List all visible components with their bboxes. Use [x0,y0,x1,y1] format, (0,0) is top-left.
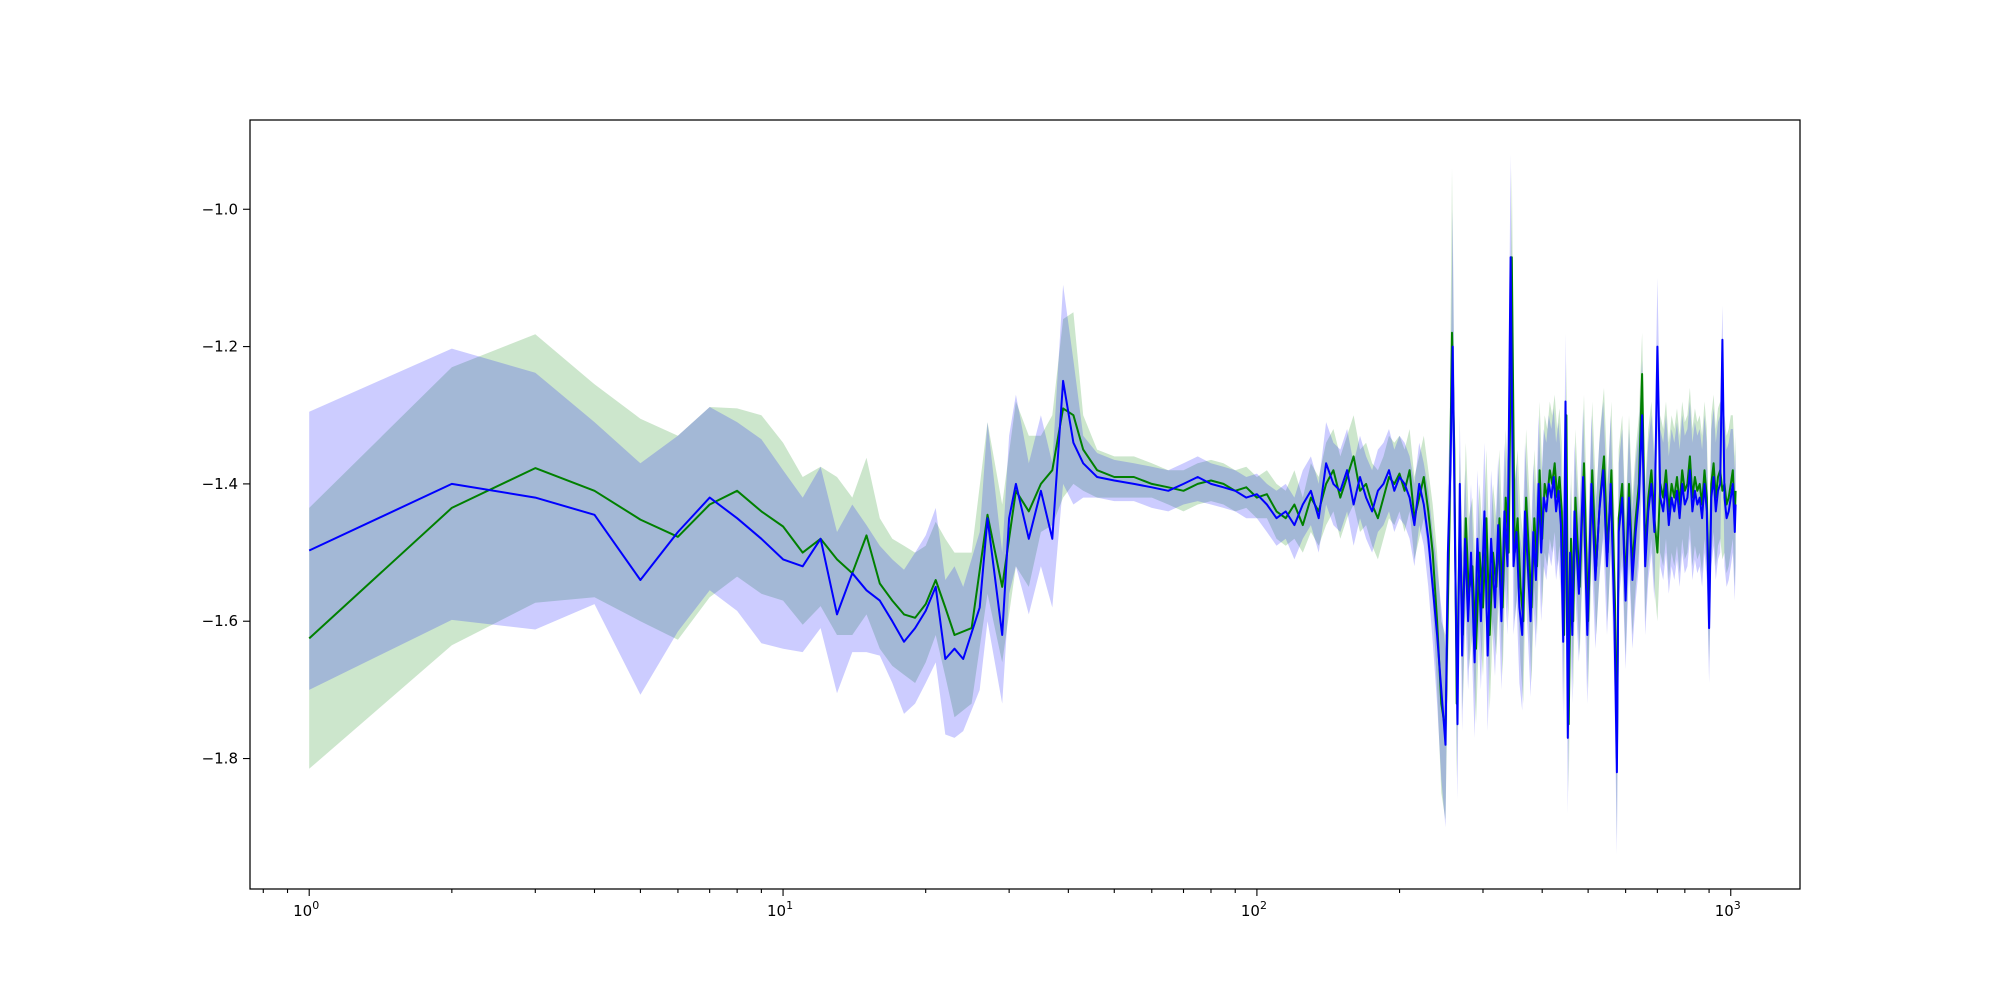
series-1-band [309,168,1736,841]
y-axis: −1.8 −1.6 −1.4 −1.2 −1.0 [202,200,250,768]
x-tick-label: 102 [1241,899,1267,920]
series-lines [308,256,1737,774]
confidence-bands [309,154,1736,855]
x-axis: 100 101 102 103 [262,889,1741,920]
x-tick-label: 100 [293,899,319,920]
y-tick-label: −1.8 [202,750,238,768]
series-2-line [308,256,1737,774]
y-tick-label: −1.2 [202,338,238,356]
y-tick-label: −1.0 [202,200,238,218]
x-tick-label: 101 [767,899,793,920]
plot-frame [249,119,1801,890]
x-tick-label: 103 [1715,899,1741,920]
y-tick-label: −1.6 [202,612,238,630]
y-tick-label: −1.4 [202,475,238,493]
series-2-band [309,154,1736,855]
